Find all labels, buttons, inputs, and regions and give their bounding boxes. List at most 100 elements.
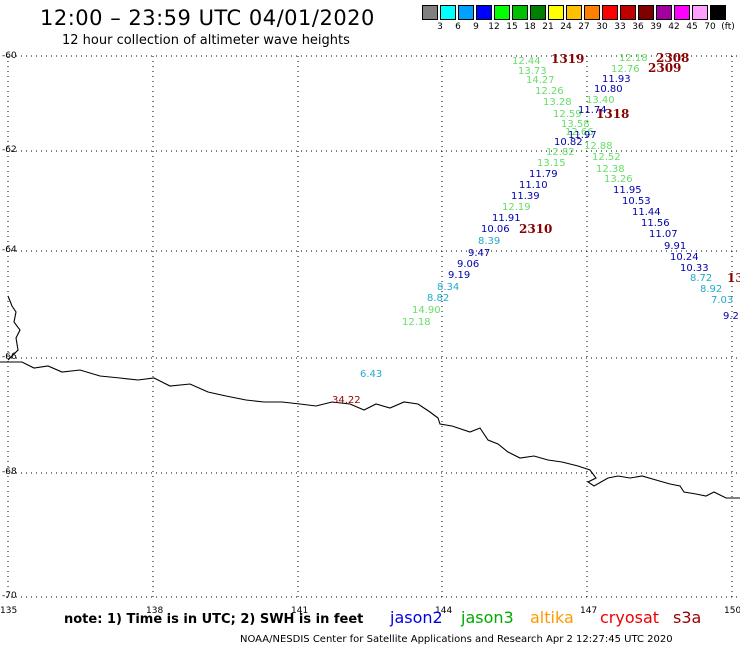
wave-value: 12.66 — [565, 127, 594, 138]
wave-value: 11.39 — [511, 191, 540, 202]
wave-value: 13.58 — [561, 119, 590, 130]
scale-swatch-12 — [476, 5, 492, 20]
wave-value: 13.28 — [543, 97, 572, 108]
track-pass-label: 2308 — [656, 51, 690, 65]
scale-swatch-42 — [656, 5, 672, 20]
map-subtitle: 12 hour collection of altimeter wave hei… — [62, 33, 350, 48]
wave-value: 10.24 — [670, 252, 699, 263]
wave-value: 12.88 — [584, 141, 613, 152]
lon-label-144: 144 — [435, 606, 453, 616]
scale-label-27: 27 — [578, 22, 590, 32]
wave-value: 13.73 — [518, 66, 547, 77]
wave-value: 8.82 — [427, 293, 450, 304]
wave-value: 13.15 — [537, 158, 566, 169]
scale-label-21: 21 — [542, 22, 554, 32]
wave-value: 7.03 — [711, 295, 734, 306]
wave-value: 9.2 — [723, 311, 739, 322]
lon-label-150: 150 — [724, 606, 740, 616]
wave-value: 14.90 — [412, 305, 441, 316]
lat-label-64: -64 — [2, 245, 17, 255]
wave-value: 8.39 — [478, 236, 501, 247]
track-pass-label: 2309 — [648, 61, 682, 75]
legend-jason3: jason3 — [461, 608, 514, 627]
lon-gridlines — [7, 56, 733, 600]
scale-label-45: 45 — [686, 22, 698, 32]
scale-label-9: 9 — [473, 22, 479, 32]
scale-swatch-30 — [584, 5, 600, 20]
note-text: note: 1) Time is in UTC; 2) SWH is in fe… — [64, 612, 364, 627]
lon-label-147: 147 — [580, 606, 598, 616]
scale-label-15: 15 — [506, 22, 518, 32]
scale-label-70: 70 — [704, 22, 716, 32]
wave-value: 12.18 — [619, 53, 648, 64]
track-pass-label: 13 — [727, 271, 740, 285]
scale-label-3: 3 — [437, 22, 443, 32]
scale-swatch-18 — [512, 5, 528, 20]
credit-line: NOAA/NESDIS Center for Satellite Applica… — [240, 634, 673, 645]
scale-swatch-27 — [566, 5, 582, 20]
wave-value: 11.44 — [632, 207, 661, 218]
scale-swatch-ft — [710, 5, 726, 20]
scale-swatch-15 — [494, 5, 510, 20]
wave-value: 13.40 — [586, 95, 615, 106]
wave-value: 12.76 — [611, 64, 640, 75]
wave-value: 9.19 — [448, 270, 471, 281]
coastline — [0, 295, 740, 499]
scale-label-42: 42 — [668, 22, 680, 32]
lon-label-135: 135 — [0, 606, 18, 616]
wave-value: 9.06 — [457, 259, 480, 270]
wave-value: 11.97 — [568, 130, 597, 141]
wave-value: 12.82 — [546, 147, 575, 158]
wave-value: 12.52 — [592, 152, 621, 163]
lat-gridlines — [6, 55, 740, 598]
wave-value: 14.27 — [526, 75, 555, 86]
scale-swatch-45 — [674, 5, 690, 20]
track-pass-label: 2310 — [519, 222, 553, 236]
track-pass-label: 1319 — [551, 52, 585, 66]
scale-label-24: 24 — [560, 22, 572, 32]
scale-label-36: 36 — [632, 22, 644, 32]
wave-value: 12.19 — [502, 202, 531, 213]
wave-value: 9.91 — [664, 241, 687, 252]
legend-jason2: jason2 — [390, 608, 443, 627]
wave-value: 11.07 — [649, 229, 678, 240]
scale-swatch-24 — [548, 5, 564, 20]
wave-value: 10.06 — [481, 224, 510, 235]
wave-value: 10.82 — [554, 137, 583, 148]
wave-value: 12.59 — [553, 109, 582, 120]
wave-value: 12.18 — [402, 317, 431, 328]
track-pass-label: 1318 — [596, 107, 630, 121]
wave-value: 11.93 — [602, 74, 631, 85]
lat-label-68: -68 — [2, 467, 17, 477]
wave-value: 11.74 — [578, 105, 607, 116]
wave-value: 12.38 — [596, 164, 625, 175]
scale-label-ft: (ft) — [721, 22, 735, 32]
scale-swatch-36 — [620, 5, 636, 20]
wave-value: 12.44 — [512, 56, 541, 67]
lat-label-70: -70 — [2, 591, 17, 601]
wave-value: 9.47 — [468, 248, 491, 259]
lon-label-138: 138 — [146, 606, 164, 616]
wave-value: 11.95 — [613, 185, 642, 196]
lon-label-141: 141 — [291, 606, 309, 616]
wave-value: 8.92 — [700, 284, 723, 295]
scale-label-39: 39 — [650, 22, 662, 32]
scale-swatch-6 — [440, 5, 456, 20]
wave-value: 34.22 — [332, 395, 361, 406]
wave-value: 8.72 — [690, 273, 713, 284]
legend-cryosat: cryosat — [600, 608, 660, 627]
map-title: 12:00 – 23:59 UTC 04/01/2020 — [40, 6, 375, 30]
legend-s3a: s3a — [673, 608, 702, 627]
scale-swatch-3 — [422, 5, 438, 20]
legend-altika: altika — [530, 608, 574, 627]
scale-label-6: 6 — [455, 22, 461, 32]
scale-label-18: 18 — [524, 22, 536, 32]
wave-value: 11.79 — [529, 169, 558, 180]
lat-label-60: -60 — [2, 51, 17, 61]
scale-label-33: 33 — [614, 22, 626, 32]
wave-value: 11.56 — [641, 218, 670, 229]
lat-label-62: -62 — [2, 145, 17, 155]
wave-value: 10.33 — [680, 263, 709, 274]
